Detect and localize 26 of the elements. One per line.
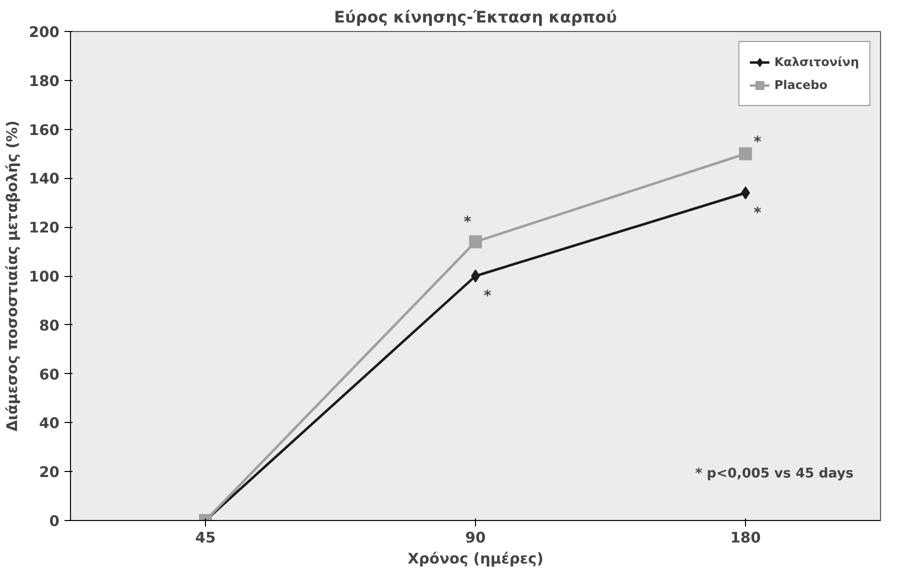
annotation: * — [484, 288, 492, 304]
y-tick-label: 120 — [28, 220, 60, 237]
y-tick-label: 140 — [28, 170, 60, 188]
y-tick-label: 40 — [39, 415, 60, 432]
x-axis-title: Χρόνος (ημέρες) — [408, 550, 544, 568]
y-tick-label: 20 — [39, 464, 60, 482]
y-tick-label: 60 — [39, 366, 60, 384]
y-tick-label: 200 — [28, 24, 60, 41]
y-axis-title: Διάμεσος ποσοστιαίας μεταβολής (%) — [4, 120, 21, 432]
chart-title: Εύρος κίνησης-Έκταση καρπού — [334, 8, 618, 26]
legend-label: Placebo — [774, 78, 828, 92]
point — [739, 147, 752, 160]
x-tick-label: 180 — [730, 530, 761, 546]
annotation: * — [754, 204, 762, 222]
x-tick-label: 45 — [195, 530, 216, 546]
y-tick-label: 80 — [39, 317, 60, 334]
point — [469, 235, 482, 248]
x-tick-label: 90 — [465, 530, 486, 546]
annotation: * p<0,005 vs 45 days — [695, 466, 854, 482]
y-tick-label: 180 — [28, 72, 60, 90]
legend-label: Καλσιτονίνη — [774, 55, 859, 69]
y-tick-label: 100 — [28, 268, 60, 286]
annotation: * — [754, 133, 762, 150]
annotation: * — [464, 213, 472, 230]
y-tick-label: 0 — [49, 513, 60, 530]
y-tick-label: 160 — [28, 122, 60, 139]
